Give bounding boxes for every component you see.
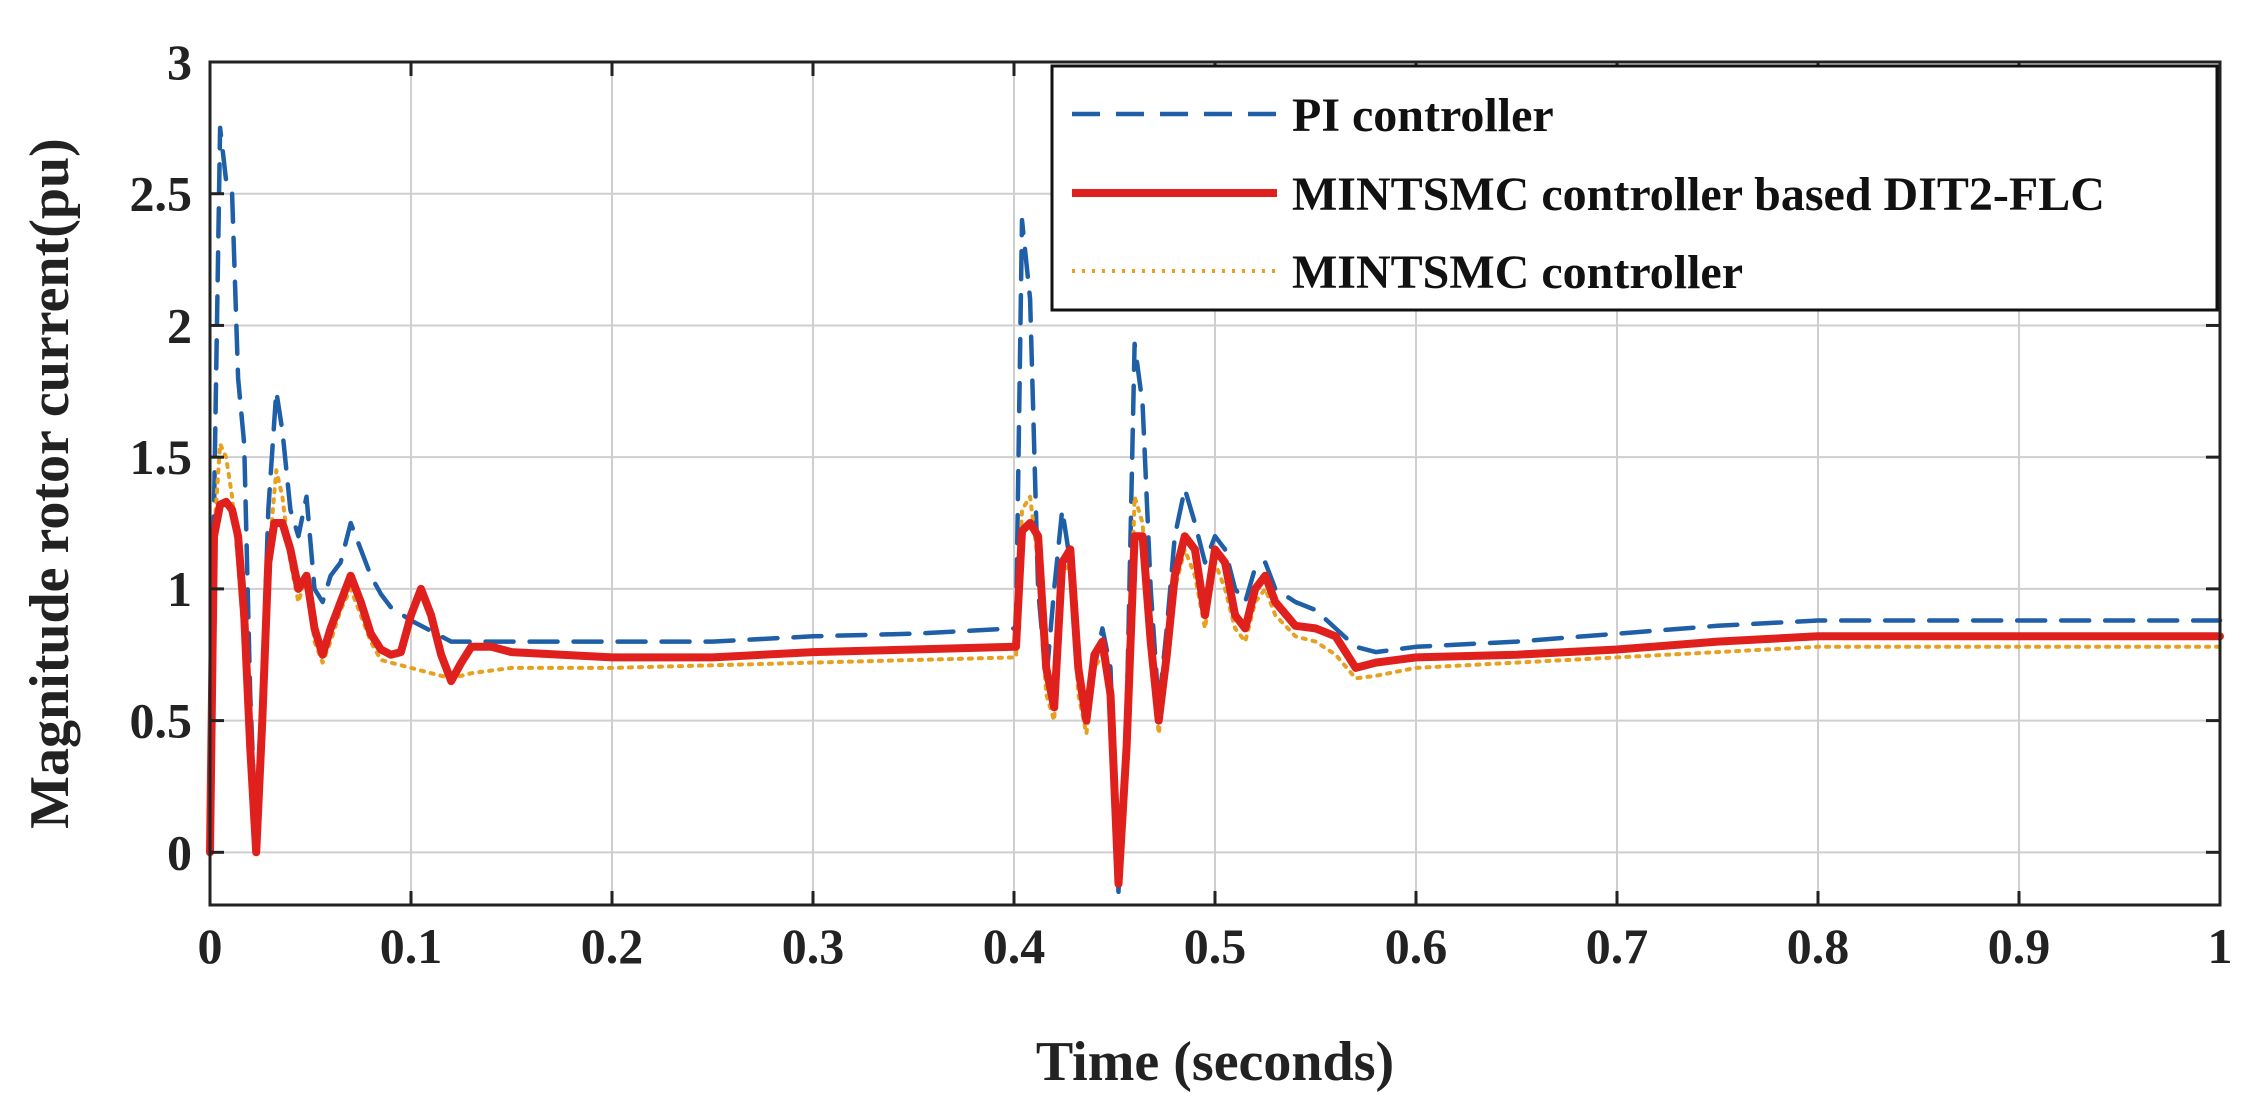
- x-tick-label: 0.2: [581, 918, 644, 974]
- x-tick-label: 0: [198, 918, 223, 974]
- y-tick-label: 2: [167, 297, 192, 353]
- x-tick-label: 0.8: [1787, 918, 1850, 974]
- x-axis-label: Time (seconds): [1036, 1031, 1394, 1093]
- series-layer: [206, 125, 2224, 895]
- x-tick-label: 0.4: [983, 918, 1046, 974]
- legend-label-mintsmc: MINTSMC controller: [1292, 246, 1743, 299]
- y-tick-label: 1: [167, 561, 192, 617]
- x-tick-label: 0.9: [1988, 918, 2051, 974]
- x-tick-label: 0.7: [1586, 918, 1649, 974]
- legend-label-pi: PI controller: [1292, 89, 1554, 142]
- x-tick-label: 0.3: [782, 918, 845, 974]
- y-tick-label: 2.5: [130, 166, 193, 222]
- y-axis-label: Magnitude rotor current(pu): [19, 138, 81, 829]
- series-line-1: [206, 497, 2224, 888]
- y-tick-label: 1.5: [130, 429, 193, 485]
- ticks: 0 0.1 0.2 0.3 0.4 0.5 0.6 0.7 0.8 0.9 1 0 0.5 1 1.5 2 2.…: [130, 34, 2233, 974]
- series-line-0: [207, 125, 2223, 895]
- y-tick-label: 3: [167, 34, 192, 90]
- legend: PI controller MINTSMC controller based D…: [1050, 64, 2219, 312]
- y-tick-label: 0: [167, 824, 192, 880]
- y-tick-label: 0.5: [130, 693, 193, 749]
- x-tick-label: 0.6: [1385, 918, 1448, 974]
- x-tick-label: 1: [2208, 918, 2233, 974]
- legend-box: [1050, 64, 2219, 312]
- legend-label-mintsmc-dit2-flc: MINTSMC controller based DIT2-FLC: [1292, 168, 2105, 221]
- x-tick-label: 0.1: [380, 918, 443, 974]
- x-tick-label: 0.5: [1184, 918, 1247, 974]
